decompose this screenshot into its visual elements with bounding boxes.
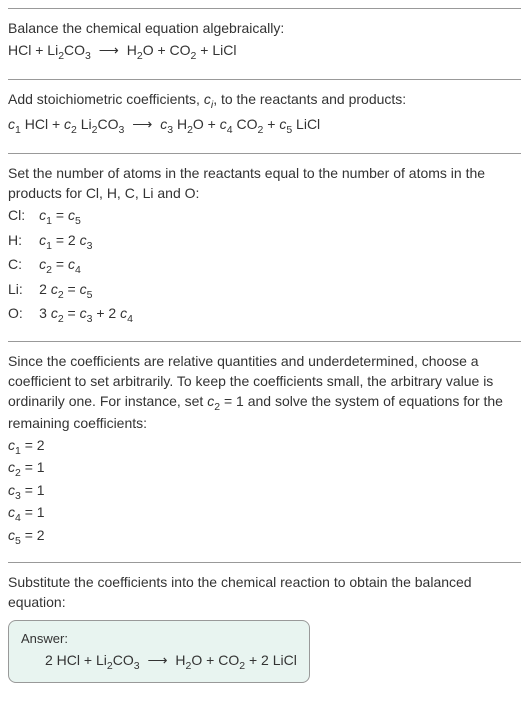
- section-add-coefficients: Add stoichiometric coefficients, ci, to …: [8, 79, 521, 153]
- add-coef-intro: Add stoichiometric coefficients, ci, to …: [8, 90, 521, 112]
- element-label: O:: [8, 303, 39, 327]
- balance-prompt-text: Balance the chemical equation algebraica…: [8, 19, 521, 39]
- section-atom-equations: Set the number of atoms in the reactants…: [8, 153, 521, 341]
- balanced-equation: 2 HCl + Li2CO3 ⟶ H2O + CO2 + 2 LiCl: [21, 652, 297, 672]
- coefficient-value: c4 = 1: [8, 503, 521, 525]
- element-label: H:: [8, 230, 39, 254]
- answer-box: Answer: 2 HCl + Li2CO3 ⟶ H2O + CO2 + 2 L…: [8, 620, 310, 683]
- answer-intro: Substitute the coefficients into the che…: [8, 573, 521, 612]
- coefficient-value: c3 = 1: [8, 481, 521, 503]
- atom-equation-row: H:c1 = 2 c3: [8, 230, 141, 254]
- atom-equations-intro: Set the number of atoms in the reactants…: [8, 164, 521, 203]
- element-label: Li:: [8, 279, 39, 303]
- atom-equation-row: Cl:c1 = c5: [8, 205, 141, 229]
- element-equation: c2 = c4: [39, 254, 141, 278]
- atom-equation-row: Li:2 c2 = c5: [8, 279, 141, 303]
- element-equation: c1 = c5: [39, 205, 141, 229]
- atom-equations-table: Cl:c1 = c5H:c1 = 2 c3C:c2 = c4Li:2 c2 = …: [8, 205, 141, 327]
- coefficient-value: c5 = 2: [8, 526, 521, 548]
- section-solve: Since the coefficients are relative quan…: [8, 341, 521, 562]
- element-equation: 3 c2 = c3 + 2 c4: [39, 303, 141, 327]
- coefficient-list: c1 = 2c2 = 1c3 = 1c4 = 1c5 = 2: [8, 436, 521, 548]
- element-equation: c1 = 2 c3: [39, 230, 141, 254]
- solve-intro: Since the coefficients are relative quan…: [8, 352, 521, 433]
- element-label: Cl:: [8, 205, 39, 229]
- section-answer: Substitute the coefficients into the che…: [8, 562, 521, 697]
- coefficient-value: c2 = 1: [8, 458, 521, 480]
- atom-equation-row: C:c2 = c4: [8, 254, 141, 278]
- section-balance-prompt: Balance the chemical equation algebraica…: [8, 8, 521, 79]
- answer-label: Answer:: [21, 631, 297, 646]
- coefficient-value: c1 = 2: [8, 436, 521, 458]
- element-equation: 2 c2 = c5: [39, 279, 141, 303]
- element-label: C:: [8, 254, 39, 278]
- coef-equation: c1 HCl + c2 Li2CO3 ⟶ c3 H2O + c4 CO2 + c…: [8, 115, 521, 137]
- atom-equation-row: O:3 c2 = c3 + 2 c4: [8, 303, 141, 327]
- unbalanced-equation: HCl + Li2CO3 ⟶ H2O + CO2 + LiCl: [8, 41, 521, 63]
